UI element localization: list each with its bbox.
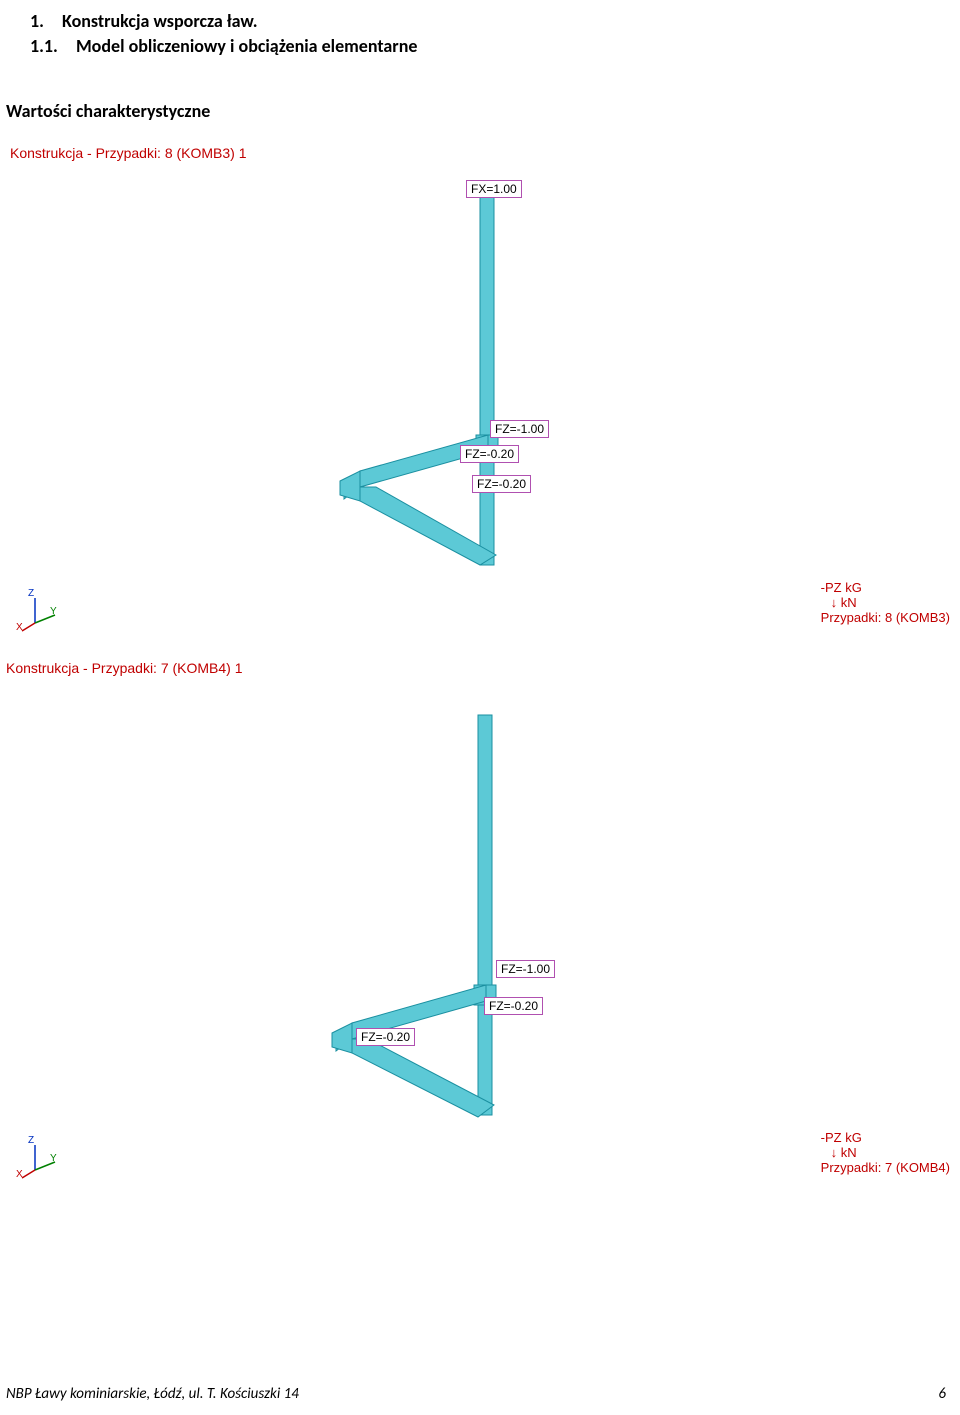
d1-legend-case: Przypadki: 8 (KOMB3) (821, 610, 950, 625)
d2-legend-kn: kN (841, 1145, 857, 1160)
d2-axis-y: Y (50, 1153, 57, 1164)
d1-legend: -PZ kG ↓ kN Przypadki: 8 (KOMB3) (821, 580, 950, 625)
d1-legend-pz: -PZ kG (821, 580, 950, 595)
d1-fx-box: FX=1.00 (466, 180, 522, 198)
d1-fz3-box: FZ=-0.20 (472, 475, 531, 493)
heading-11: 1.1. Model obliczeniowy i obciążenia ele… (30, 35, 417, 57)
d2-fz2-box: FZ=-0.20 (484, 997, 543, 1015)
d2-fz3-box: FZ=-0.20 (356, 1028, 415, 1046)
d1-axis-y: Y (50, 606, 57, 617)
d2-axis-z: Z (28, 1135, 34, 1146)
d2-fz1-box: FZ=-1.00 (496, 960, 555, 978)
section-label: Wartości charakterystyczne (6, 100, 210, 122)
heading-1-number: 1. Konstrukcja wsporcza ław. (30, 10, 258, 32)
caption-1: Konstrukcja - Przypadki: 8 (KOMB3) 1 (10, 145, 247, 161)
d2-legend-case: Przypadki: 7 (KOMB4) (821, 1160, 950, 1175)
heading-11-num: 1.1. (30, 35, 58, 57)
d1-fz2-box: FZ=-0.20 (460, 445, 519, 463)
d2-axis-x: X (16, 1169, 23, 1180)
d1-axis-z: Z (28, 588, 34, 599)
d1-fz1-box: FZ=-1.00 (490, 420, 549, 438)
page-number: 6 (938, 1385, 946, 1403)
d1-legend-kn: kN (841, 595, 857, 610)
d2-legend-pz: -PZ kG (821, 1130, 950, 1145)
heading-11-text: Model obliczeniowy i obciążenia elementa… (62, 35, 417, 57)
heading-1-num: 1. (30, 10, 44, 32)
diagram-1 (300, 175, 600, 605)
d1-axis-x: X (16, 622, 23, 633)
d2-legend: -PZ kG ↓ kN Przypadki: 7 (KOMB4) (821, 1130, 950, 1175)
heading-1-text: Konstrukcja wsporcza ław. (48, 10, 258, 32)
caption-2: Konstrukcja - Przypadki: 7 (KOMB4) 1 (6, 660, 243, 676)
footer-text: NBP Ławy kominiarskie, Łódź, ul. T. Kośc… (6, 1385, 299, 1403)
diagram-2 (290, 705, 590, 1155)
